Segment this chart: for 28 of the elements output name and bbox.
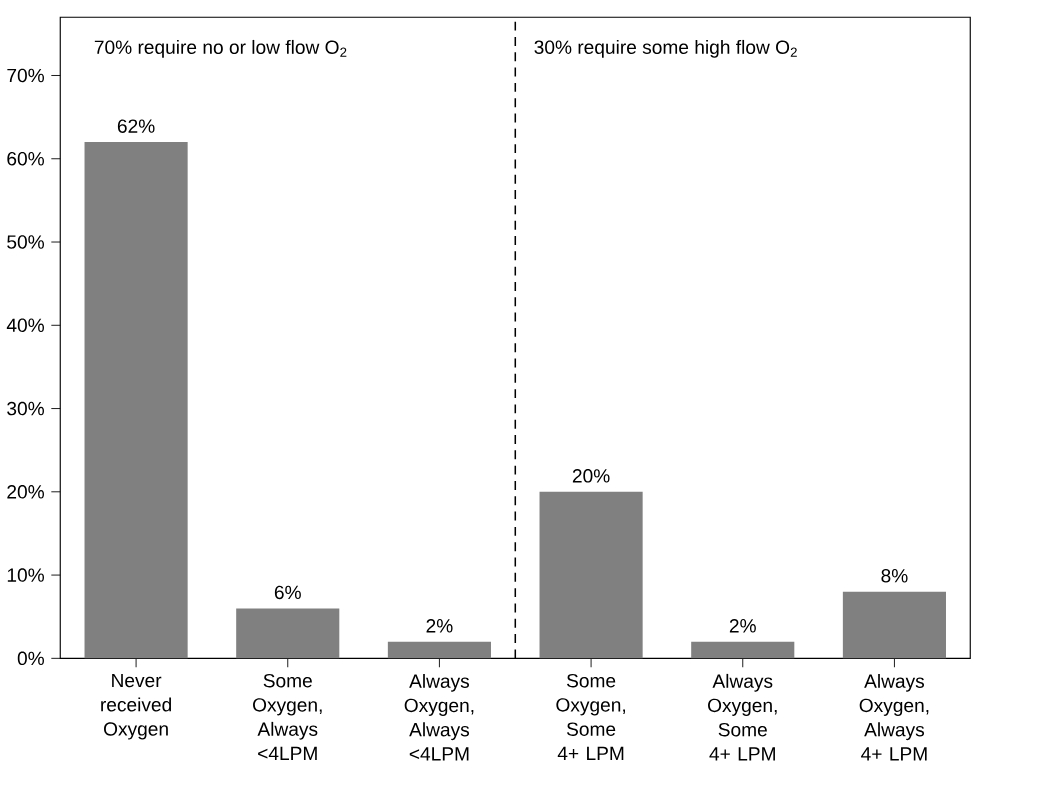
x-tick-label: Always Oxygen, Some 4+ LPM <box>708 674 777 761</box>
y-tick-label: 40% <box>6 318 44 333</box>
x-tick-label: Always Oxygen, Always <4LPM <box>404 674 474 761</box>
y-tick-label: 10% <box>7 568 44 582</box>
bar <box>539 491 643 659</box>
annotation: 30% require some high flow O$_{2}$ <box>534 40 797 58</box>
y-tick-label: 20% <box>7 485 44 499</box>
bar <box>842 591 946 659</box>
y-tick-label: 50% <box>7 235 44 249</box>
bar <box>84 142 188 659</box>
y-tick-label: 30% <box>7 401 44 416</box>
data-label: 6% <box>274 585 301 600</box>
bar <box>236 608 340 659</box>
bar <box>691 641 795 659</box>
data-label: 2% <box>729 619 756 633</box>
y-tick-label: 70% <box>7 68 44 83</box>
data-label: 2% <box>426 619 453 633</box>
x-tick-label: Some Oxygen, Some 4+ LPM <box>556 674 625 761</box>
y-tick-label: 60% <box>7 152 44 166</box>
data-label: 20% <box>572 469 610 483</box>
bar <box>387 641 491 659</box>
annotation: 70% require no or low flow O$_{2}$ <box>94 40 347 58</box>
data-label: 62% <box>117 119 155 134</box>
x-tick-label: Always Oxygen, Always 4+ LPM <box>859 674 929 761</box>
y-tick-label: 0% <box>17 651 44 666</box>
x-tick-label: Some Oxygen, Always <4LPM <box>253 674 322 761</box>
data-label: 8% <box>881 569 908 583</box>
x-tick-label: Never received Oxygen <box>101 674 172 740</box>
